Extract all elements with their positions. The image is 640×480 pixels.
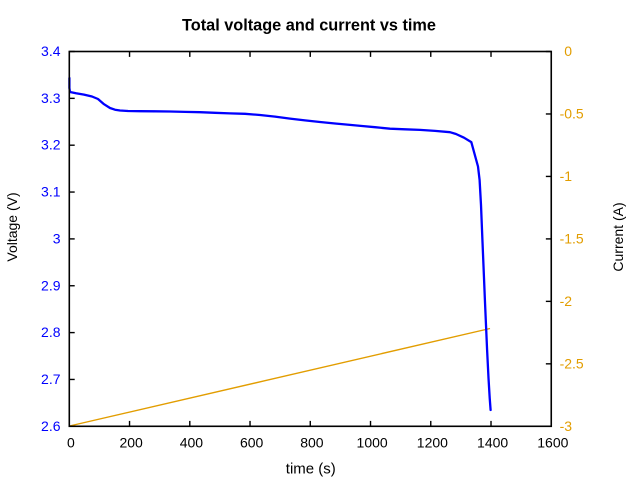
svg-text:Total voltage and current vs t: Total voltage and current vs time — [182, 17, 436, 35]
svg-text:600: 600 — [240, 435, 264, 451]
svg-text:-1: -1 — [560, 168, 573, 184]
svg-text:2.8: 2.8 — [41, 324, 61, 340]
svg-text:Voltage (V): Voltage (V) — [4, 192, 20, 261]
svg-text:-2: -2 — [560, 293, 573, 309]
svg-text:3.2: 3.2 — [41, 137, 61, 153]
svg-text:2.7: 2.7 — [41, 371, 61, 387]
svg-text:2.9: 2.9 — [41, 277, 61, 293]
svg-text:400: 400 — [180, 435, 204, 451]
svg-text:-1.5: -1.5 — [560, 230, 584, 246]
svg-text:200: 200 — [119, 435, 143, 451]
svg-text:3.3: 3.3 — [41, 90, 61, 106]
svg-text:1000: 1000 — [357, 435, 388, 451]
svg-text:0: 0 — [67, 435, 75, 451]
svg-text:0: 0 — [564, 43, 572, 59]
svg-text:1400: 1400 — [477, 435, 508, 451]
svg-text:800: 800 — [300, 435, 324, 451]
svg-text:1600: 1600 — [537, 435, 568, 451]
svg-text:Current (A): Current (A) — [610, 202, 626, 271]
svg-text:2.6: 2.6 — [41, 418, 61, 434]
svg-text:3: 3 — [53, 230, 61, 246]
svg-text:-2.5: -2.5 — [560, 355, 584, 371]
svg-text:1200: 1200 — [417, 435, 448, 451]
svg-text:-3: -3 — [560, 418, 573, 434]
svg-text:3.4: 3.4 — [41, 43, 61, 59]
svg-text:-0.5: -0.5 — [560, 105, 584, 121]
svg-text:3.1: 3.1 — [41, 184, 61, 200]
svg-text:time (s): time (s) — [286, 461, 336, 478]
